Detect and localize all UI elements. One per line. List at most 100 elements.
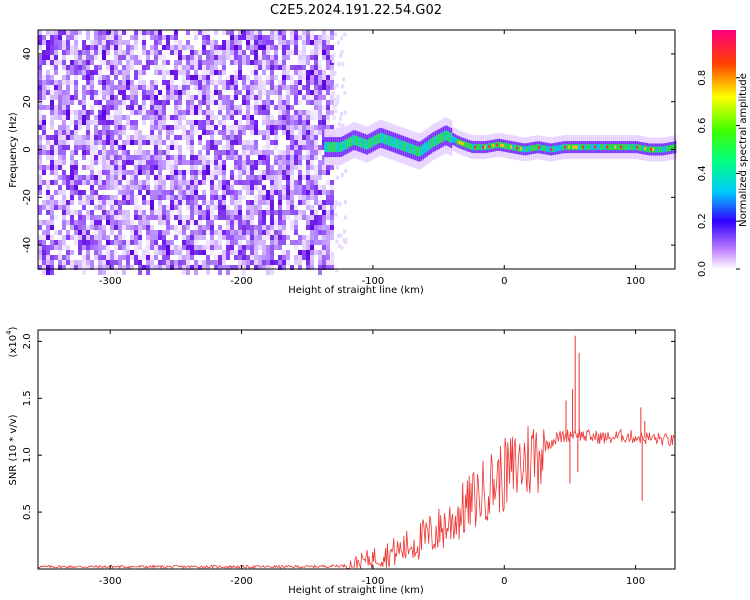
noise-cell [242, 30, 246, 40]
noise-cell [278, 185, 282, 190]
colorbar-tick-label: 0.8 [697, 70, 708, 86]
noise-cell [102, 260, 106, 265]
band-peak [574, 145, 577, 149]
noise-cell [306, 35, 310, 45]
noise-cell [306, 225, 310, 230]
noise-cell [302, 135, 306, 140]
band-core [362, 138, 365, 149]
noise-cell [46, 70, 50, 75]
noise-cell [162, 60, 166, 65]
noise-cell [170, 175, 174, 180]
noise-cell [290, 205, 294, 210]
noise-cell [246, 245, 250, 250]
noise-cell [150, 230, 154, 240]
noise-cell [326, 85, 330, 90]
noise-cell [46, 235, 50, 240]
noise-cell [38, 125, 42, 130]
noise-cell [130, 175, 134, 180]
noise-cell [336, 99, 340, 104]
noise-cell [230, 170, 234, 175]
noise-cell [314, 145, 318, 150]
noise-cell [158, 235, 162, 240]
noise-cell [282, 95, 286, 100]
band-core [324, 142, 327, 153]
noise-cell [278, 85, 282, 95]
noise-cell [238, 45, 242, 50]
noise-cell [54, 30, 58, 35]
noise-cell [138, 210, 142, 215]
noise-cell [214, 30, 218, 35]
noise-cell [294, 80, 298, 85]
noise-cell [130, 65, 134, 70]
noise-cell [62, 110, 66, 115]
band-core [374, 135, 377, 146]
noise-cell [198, 195, 202, 200]
noise-cell [310, 215, 314, 220]
noise-cell [66, 40, 70, 45]
noise-cell [290, 265, 294, 270]
noise-cell [102, 90, 106, 95]
noise-cell [194, 125, 198, 135]
noise-cell [158, 220, 162, 225]
band-core [364, 139, 367, 149]
noise-cell [174, 125, 178, 130]
noise-cell [102, 50, 106, 60]
noise-cell [242, 100, 246, 105]
noise-cell [110, 70, 114, 75]
band-core [398, 139, 401, 150]
noise-cell [102, 265, 106, 275]
noise-cell [38, 55, 42, 60]
noise-cell [62, 55, 66, 60]
noise-cell [98, 175, 102, 180]
band-core [670, 145, 673, 151]
noise-cell [134, 45, 138, 50]
noise-cell [54, 35, 58, 40]
band-core [330, 142, 333, 153]
noise-cell [154, 135, 158, 140]
noise-cell [310, 140, 314, 145]
noise-cell [82, 75, 86, 80]
noise-cell [94, 195, 98, 200]
noise-cell [98, 205, 102, 210]
noise-cell [294, 140, 298, 145]
noise-cell [262, 175, 266, 180]
noise-cell [90, 145, 94, 150]
noise-cell [250, 115, 254, 120]
noise-cell [170, 190, 174, 195]
noise-cell [62, 45, 66, 50]
noise-cell [130, 80, 134, 85]
noise-cell [194, 230, 198, 235]
noise-cell [330, 100, 334, 105]
noise-cell [334, 102, 338, 107]
noise-cell [142, 140, 146, 145]
noise-cell [122, 195, 126, 200]
noise-cell [102, 140, 106, 145]
noise-cell [138, 190, 142, 195]
noise-cell [246, 140, 250, 145]
noise-cell [182, 230, 186, 235]
noise-cell [214, 85, 218, 90]
noise-cell [322, 235, 326, 240]
noise-cell [194, 95, 198, 100]
noise-cell [90, 265, 94, 270]
noise-cell [178, 155, 182, 165]
noise-cell [282, 155, 286, 160]
noise-cell [154, 175, 158, 180]
noise-cell [270, 245, 274, 255]
noise-cell [226, 210, 230, 215]
noise-cell [158, 90, 162, 95]
noise-cell [238, 75, 242, 80]
noise-cell [206, 265, 210, 275]
noise-cell [178, 110, 182, 115]
noise-cell [238, 235, 242, 240]
noise-cell [114, 245, 118, 250]
noise-cell [158, 65, 162, 70]
noise-cell [336, 40, 340, 45]
noise-cell [98, 230, 102, 235]
noise-cell [126, 45, 130, 50]
noise-cell [278, 35, 282, 40]
noise-cell [266, 265, 270, 275]
noise-cell [270, 260, 274, 265]
noise-cell [150, 160, 154, 165]
noise-cell [322, 260, 326, 265]
